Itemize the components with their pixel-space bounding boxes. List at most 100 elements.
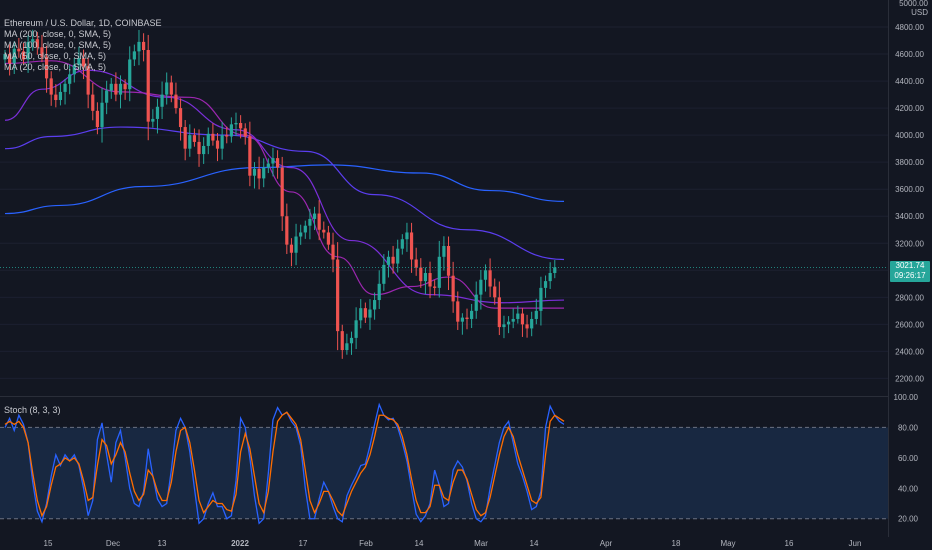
candle-body bbox=[271, 158, 275, 164]
candle-body bbox=[308, 218, 312, 226]
candle-body bbox=[243, 128, 247, 137]
candle-body bbox=[91, 94, 95, 111]
candle-body bbox=[109, 83, 113, 91]
candle-body bbox=[322, 229, 326, 233]
candle-body bbox=[349, 337, 354, 344]
time-tick-label: 18 bbox=[672, 539, 681, 548]
candle-body bbox=[511, 318, 515, 322]
time-tick-label: Dec bbox=[106, 539, 120, 548]
candle-body bbox=[386, 256, 391, 265]
price-tick-label: 4800.00 bbox=[895, 23, 924, 32]
price-candles[interactable] bbox=[3, 29, 557, 359]
stoch-legend[interactable]: Stoch (8, 3, 3) bbox=[4, 405, 61, 416]
price-tick-label: 3200.00 bbox=[895, 239, 924, 248]
candle-body bbox=[373, 300, 377, 310]
candle-body bbox=[289, 244, 294, 253]
candle-body bbox=[40, 47, 44, 57]
candle-body bbox=[100, 102, 104, 128]
stoch-tick-label: 80.00 bbox=[898, 423, 919, 432]
candle-body bbox=[414, 259, 418, 268]
price-scale-header: 5000.00 USD bbox=[898, 0, 928, 17]
legend-ma50[interactable]: MA (50, close, 0, SMA, 5) bbox=[4, 51, 107, 61]
ma-legend: Ethereum / U.S. Dollar, 1D, COINBASE MA … bbox=[4, 18, 162, 73]
time-tick-label: 14 bbox=[530, 539, 539, 548]
stoch-line bbox=[4, 411, 565, 518]
candle-body bbox=[17, 48, 21, 52]
candle-body bbox=[312, 213, 317, 219]
candle-body bbox=[317, 213, 321, 230]
candle-body bbox=[539, 287, 543, 311]
price-axis-divider bbox=[888, 0, 889, 537]
candle-body bbox=[252, 168, 257, 176]
candle-body bbox=[294, 236, 298, 253]
stoch-tick-label: 60.00 bbox=[898, 454, 919, 463]
candle-body bbox=[262, 167, 266, 179]
stoch-lines bbox=[4, 402, 565, 525]
legend-ma200[interactable]: MA (200, close, 0, SMA, 5) bbox=[4, 29, 112, 39]
stoch-tick-label: 40.00 bbox=[898, 484, 919, 493]
candle-body bbox=[506, 321, 511, 325]
ma-line bbox=[4, 164, 565, 215]
candle-body bbox=[303, 225, 307, 233]
legend-ma100[interactable]: MA (100, close, 0, SMA, 5) bbox=[4, 40, 112, 50]
candle-body bbox=[142, 41, 146, 51]
candle-body bbox=[174, 94, 178, 109]
candle-body bbox=[326, 232, 330, 245]
candle-body bbox=[423, 273, 428, 282]
candle-body bbox=[377, 283, 381, 301]
stoch-tick-label: 100.00 bbox=[894, 393, 919, 402]
candle-body bbox=[497, 297, 501, 328]
candle-body bbox=[3, 54, 7, 60]
candle-body bbox=[146, 50, 150, 122]
price-tick-label: 3800.00 bbox=[895, 158, 924, 167]
candle-body bbox=[114, 83, 118, 95]
ma-line bbox=[4, 60, 565, 309]
time-tick-label: 15 bbox=[44, 539, 53, 548]
candle-body bbox=[516, 313, 520, 319]
candle-body bbox=[118, 83, 123, 95]
candle-body bbox=[169, 82, 173, 95]
candle-body bbox=[433, 286, 437, 288]
candle-body bbox=[183, 127, 187, 149]
candle-body bbox=[128, 59, 132, 90]
current-price-value: 3021.74 bbox=[895, 261, 925, 271]
candle-body bbox=[8, 54, 12, 64]
price-tick-label: 3400.00 bbox=[895, 212, 924, 221]
stoch-title: Stoch (8, 3, 3) bbox=[4, 405, 61, 415]
pane-divider[interactable] bbox=[0, 396, 888, 397]
candle-body bbox=[474, 294, 478, 311]
candle-body bbox=[451, 275, 455, 302]
candle-body bbox=[534, 310, 538, 319]
candle-body bbox=[188, 135, 192, 149]
candle-body bbox=[456, 301, 460, 322]
candle-body bbox=[437, 256, 441, 288]
candle-body bbox=[359, 308, 363, 321]
candle-body bbox=[81, 58, 86, 67]
candle-body bbox=[151, 118, 155, 122]
candle-body bbox=[229, 124, 233, 137]
candle-body bbox=[105, 90, 109, 103]
time-tick-label: Mar bbox=[474, 539, 488, 548]
time-tick-label: Apr bbox=[600, 539, 613, 548]
time-tick-label: 16 bbox=[785, 539, 794, 548]
candle-body bbox=[354, 320, 358, 338]
candle-body bbox=[446, 245, 451, 276]
time-axis-ticks[interactable]: 15 Dec 13 2022 17 Feb 14 Mar 14 Apr 18 May 16 Jun bbox=[44, 539, 862, 548]
time-tick-label: Jun bbox=[849, 539, 862, 548]
candle-body bbox=[58, 91, 63, 101]
legend-ma20[interactable]: MA (20, close, 0, SMA, 5) bbox=[4, 62, 107, 72]
candle-body bbox=[211, 133, 215, 141]
candle-body bbox=[460, 317, 464, 322]
candle-body bbox=[548, 273, 552, 282]
candle-body bbox=[382, 264, 386, 284]
candle-body bbox=[275, 158, 280, 168]
candle-body bbox=[21, 51, 26, 60]
candle-body bbox=[197, 141, 201, 155]
price-tick-label: 2400.00 bbox=[895, 347, 924, 356]
candle-body bbox=[132, 51, 136, 60]
candle-body bbox=[206, 133, 210, 146]
candle-body bbox=[391, 256, 395, 264]
candle-body bbox=[345, 343, 349, 351]
bar-countdown: 09:26:17 bbox=[894, 271, 926, 281]
